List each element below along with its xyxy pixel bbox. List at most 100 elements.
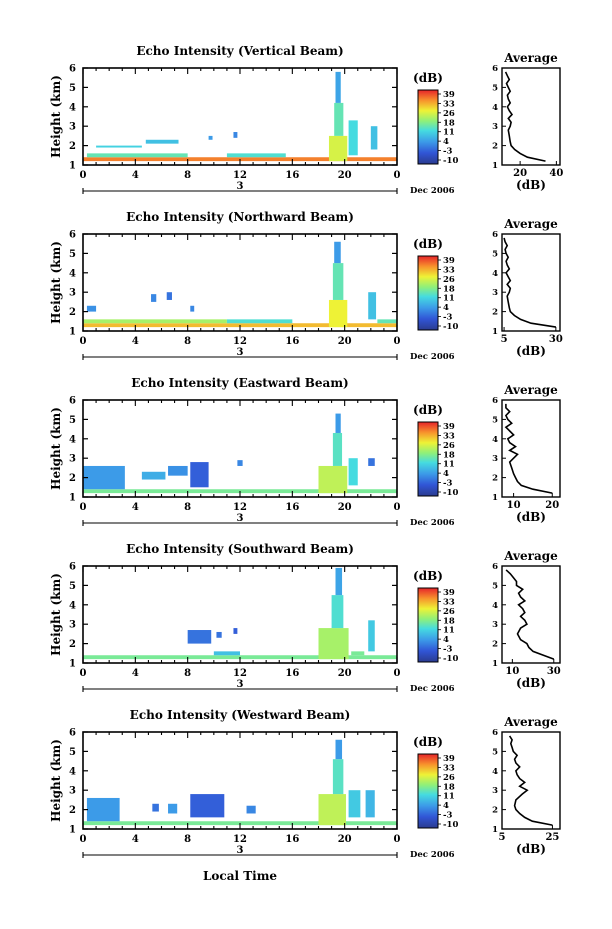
echo-region (335, 71, 341, 103)
x-tick-label: 16 (285, 834, 299, 845)
colorbar-tick-label: -3 (443, 147, 453, 157)
average-plot-frame (501, 67, 561, 166)
avg-x-label: (dB) (516, 842, 546, 856)
colorbar-tick-label: 18 (443, 616, 455, 626)
echo-region (237, 460, 243, 466)
echo-region (368, 292, 377, 320)
avg-y-tick-label: 6 (492, 562, 498, 572)
avg-x-tick-label: 25 (545, 832, 559, 843)
y-axis-label: Height (km) (49, 407, 63, 490)
x-tick-label: 4 (132, 336, 139, 347)
echo-region (318, 628, 349, 660)
colorbar-tick-label: 18 (443, 118, 455, 128)
echo-region (168, 803, 178, 814)
x-tick-label: 12 (233, 336, 247, 347)
average-title: Average (503, 51, 558, 65)
x-tick-label: 4 (132, 834, 139, 845)
y-tick-label: 5 (69, 83, 76, 94)
echo-region (226, 319, 293, 324)
average-profile-line (508, 735, 553, 826)
average-plot-frame (501, 731, 561, 830)
echo-region (332, 263, 344, 300)
y-tick-label: 5 (69, 747, 76, 758)
date-label: Dec 2006 (410, 186, 455, 196)
avg-y-tick-label: 4 (492, 435, 498, 445)
panel-title: Echo Intensity (Eastward Beam) (131, 376, 348, 390)
avg-y-tick-label: 4 (492, 269, 498, 279)
panel-title: Echo Intensity (Vertical Beam) (136, 44, 343, 58)
colorbar-tick-label: 18 (443, 284, 455, 294)
panel-title: Echo Intensity (Westward Beam) (130, 708, 351, 722)
y-tick-label: 6 (69, 396, 76, 407)
average-plot-frame (501, 565, 561, 664)
y-tick-label: 1 (69, 659, 76, 670)
colorbar (417, 255, 439, 331)
x-tick-label: 20 (338, 834, 352, 845)
avg-x-tick-label: 10 (505, 666, 519, 677)
y-axis-label: Height (km) (49, 241, 63, 324)
echo-region (335, 739, 343, 760)
x-tick-label: 12 (233, 834, 247, 845)
y-tick-label: 4 (69, 434, 76, 445)
x-tick-label: 8 (184, 170, 191, 181)
x-tick-label: 8 (184, 834, 191, 845)
y-axis-label: Height (km) (49, 75, 63, 158)
echo-region (246, 805, 256, 814)
colorbar-tick-label: -3 (443, 811, 453, 821)
x-tick-label: 8 (184, 336, 191, 347)
day-marker-label: 3 (237, 679, 244, 690)
beam-panel-group: Echo Intensity (Southward Beam)123456Hei… (49, 542, 561, 694)
echo-region (152, 803, 159, 812)
x-tick-label: 0 (80, 502, 87, 513)
average-title: Average (503, 217, 558, 231)
avg-x-tick-label: 5 (499, 832, 506, 843)
x-tick-label: 20 (338, 170, 352, 181)
avg-y-tick-label: 5 (492, 581, 498, 591)
colorbar-tick-label: 11 (443, 460, 455, 470)
colorbar-tick-label: 39 (443, 90, 455, 100)
colorbar-tick-label: -10 (443, 488, 458, 498)
x-tick-label: 12 (233, 668, 247, 679)
colorbar-tick-label: -3 (443, 479, 453, 489)
avg-x-label: (dB) (516, 676, 546, 690)
echo-region (328, 135, 348, 162)
x-tick-label: 8 (184, 502, 191, 513)
echo-region (83, 465, 125, 490)
average-profile-line (504, 71, 546, 162)
colorbar-tick-label: -3 (443, 645, 453, 655)
echo-region (233, 132, 238, 138)
avg-x-tick-label: 30 (549, 334, 563, 345)
y-tick-label: 6 (69, 230, 76, 241)
echo-region (145, 139, 179, 144)
x-tick-label: 20 (338, 668, 352, 679)
avg-x-label: (dB) (516, 510, 546, 524)
avg-y-tick-label: 2 (492, 806, 498, 816)
colorbar-tick-label: 26 (443, 109, 455, 119)
echo-region (190, 462, 209, 488)
echo-region (318, 794, 346, 826)
colorbar-label: (dB) (413, 71, 443, 85)
avg-y-tick-label: 1 (492, 493, 498, 503)
beam-panel-group: Echo Intensity (Westward Beam)123456Heig… (49, 708, 561, 860)
average-plot-frame (501, 233, 561, 332)
echo-region (377, 319, 397, 324)
x-tick-label: 0 (394, 668, 401, 679)
y-tick-label: 1 (69, 825, 76, 836)
colorbar (417, 89, 439, 165)
x-tick-label: 0 (80, 834, 87, 845)
average-plot-frame (501, 399, 561, 498)
avg-y-tick-label: 6 (492, 230, 498, 240)
day-marker-label: 3 (237, 347, 244, 358)
echo-region (368, 620, 375, 652)
x-axis-title: Local Time (203, 869, 277, 883)
y-tick-label: 2 (69, 473, 76, 484)
average-profile-line (503, 237, 557, 328)
date-label: Dec 2006 (410, 684, 455, 694)
x-tick-label: 0 (394, 834, 401, 845)
x-tick-label: 0 (80, 170, 87, 181)
y-tick-label: 3 (69, 122, 76, 133)
y-tick-label: 2 (69, 805, 76, 816)
avg-y-tick-label: 5 (492, 249, 498, 259)
panel-title: Echo Intensity (Northward Beam) (126, 210, 354, 224)
colorbar-tick-label: -10 (443, 820, 458, 830)
